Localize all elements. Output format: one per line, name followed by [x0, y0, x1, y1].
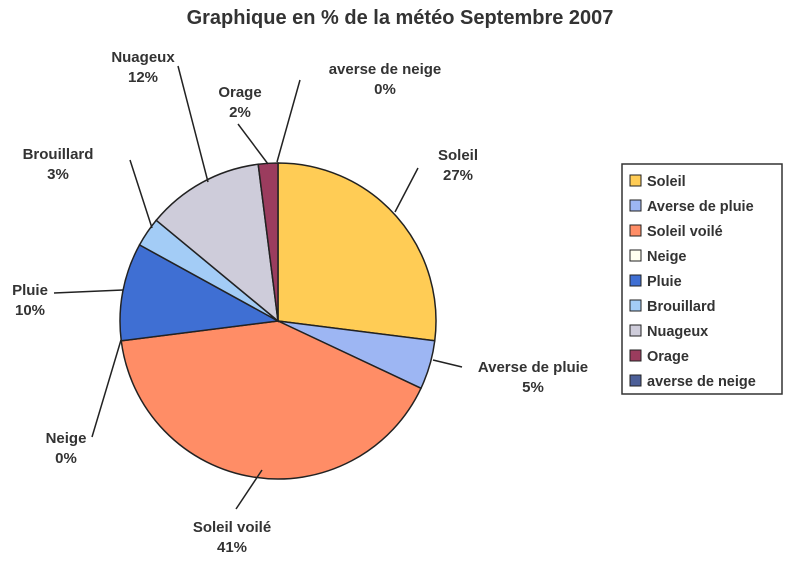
- legend-label-averse-de-neige: averse de neige: [647, 374, 756, 390]
- slice-label-name-nuageux: Nuageux: [111, 49, 175, 66]
- slice-label-percent-orage: 2%: [229, 104, 251, 121]
- legend-label-soleil: Soleil: [647, 174, 686, 190]
- legend-label-soleil-voile: Soleil voilé: [647, 224, 723, 240]
- legend-label-averse-de-pluie: Averse de pluie: [647, 199, 754, 215]
- leader-line-averse-de-pluie: [432, 359, 463, 368]
- slice-label-name-averse-de-neige: averse de neige: [329, 61, 442, 78]
- slice-label-percent-averse-de-neige: 0%: [374, 81, 396, 98]
- legend-swatch-soleil-voile: [629, 224, 642, 237]
- leader-line-soleil: [394, 167, 419, 213]
- slice-labels: Soleil 27% Averse de pluie 5% Soleil voilé 41…: [12, 49, 588, 556]
- leader-line-soleil-voile: [235, 469, 263, 510]
- chart-title: Graphique en % de la météo Septembre 200…: [187, 7, 614, 29]
- legend-swatch-nuageux: [629, 324, 642, 337]
- slice-label-percent-nuageux: 12%: [128, 69, 158, 86]
- legend-label-pluie: Pluie: [647, 274, 682, 290]
- legend-label-neige: Neige: [647, 249, 687, 265]
- slice-label-name-orage: Orage: [218, 84, 261, 101]
- pie-slice-soleil: [277, 162, 437, 342]
- legend-swatch-averse-de-pluie: [629, 199, 642, 212]
- pie-slice-nuageux: [155, 163, 279, 323]
- legend-swatch-neige: [629, 249, 642, 262]
- slice-label-name-neige: Neige: [46, 430, 87, 447]
- pie-slice-pluie: [119, 243, 281, 342]
- slice-label-percent-pluie: 10%: [15, 302, 45, 319]
- slice-label-name-brouillard: Brouillard: [23, 146, 94, 163]
- legend-swatch-soleil: [629, 174, 642, 187]
- legend-swatch-brouillard: [629, 299, 642, 312]
- slice-label-percent-soleil: 27%: [443, 167, 473, 184]
- pie-slices: [119, 162, 437, 480]
- leader-lines: [53, 65, 463, 510]
- slice-label-name-soleil-voile: Soleil voilé: [193, 519, 271, 536]
- legend-label-brouillard: Brouillard: [647, 299, 715, 315]
- slice-label-percent-brouillard: 3%: [47, 166, 69, 183]
- legend-label-nuageux: Nuageux: [647, 324, 708, 340]
- legend-box: [621, 163, 783, 395]
- legend-swatch-averse-de-neige: [629, 374, 642, 387]
- leader-line-pluie: [53, 289, 124, 294]
- slice-label-percent-neige: 0%: [55, 450, 77, 467]
- slice-label-percent-averse-de-pluie: 5%: [522, 379, 544, 396]
- leader-line-averse-de-neige: [276, 79, 301, 163]
- legend: Soleil Averse de pluie Soleil voilé Neige Pl…: [621, 163, 783, 395]
- pie-slice-soleil-voile: [120, 320, 422, 480]
- leader-line-neige: [91, 339, 122, 438]
- slice-label-name-soleil: Soleil: [438, 147, 478, 164]
- legend-label-orage: Orage: [647, 349, 689, 365]
- leader-line-orage: [237, 123, 269, 165]
- leader-line-nuageux: [177, 65, 209, 183]
- legend-swatch-pluie: [629, 274, 642, 287]
- slice-label-percent-soleil-voile: 41%: [217, 539, 247, 556]
- slice-label-name-averse-de-pluie: Averse de pluie: [478, 359, 588, 376]
- leader-line-brouillard: [129, 159, 153, 229]
- slice-label-name-pluie: Pluie: [12, 282, 48, 299]
- legend-swatch-orage: [629, 349, 642, 362]
